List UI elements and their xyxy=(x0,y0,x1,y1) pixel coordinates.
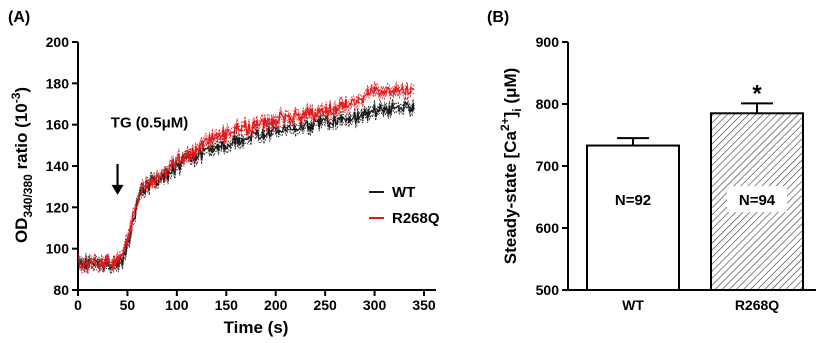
x-tick-label: 150 xyxy=(215,297,239,313)
y-tick-label: 80 xyxy=(53,282,69,298)
x-tick-label: 350 xyxy=(412,297,436,313)
y-tick-label: 120 xyxy=(46,199,70,215)
tg-label: TG (0.5μM) xyxy=(111,115,189,132)
bar-label-backing xyxy=(727,186,787,213)
x-tick-label: 250 xyxy=(313,297,337,313)
x-tick-label: 0 xyxy=(74,297,82,313)
x-tick-label: 200 xyxy=(264,297,288,313)
series-wt xyxy=(77,96,415,276)
bar-wt: N=92 WT xyxy=(586,137,680,313)
y-tick-label: 800 xyxy=(536,96,560,112)
y-tick-label: 180 xyxy=(46,75,70,91)
bar-n-label: N=94 xyxy=(739,192,776,209)
category-label: WT xyxy=(622,297,644,313)
panel-a-label: (A) xyxy=(8,9,30,26)
panel-a-legend: WT R268Q xyxy=(369,184,440,227)
mean-line xyxy=(77,100,415,272)
panel-a-series xyxy=(77,80,415,276)
legend-label: WT xyxy=(392,184,415,201)
y-tick-label: 500 xyxy=(536,282,560,298)
y-tick-label: 200 xyxy=(46,34,70,50)
category-label: R268Q xyxy=(735,297,779,313)
tg-arrow-head xyxy=(111,184,124,195)
x-tick-label: 100 xyxy=(165,297,189,313)
significance-star: * xyxy=(752,80,762,107)
panel-b-label: (B) xyxy=(487,9,509,26)
mean-line xyxy=(77,84,415,271)
sem-upper-line xyxy=(77,80,415,266)
x-tick-label: 300 xyxy=(363,297,387,313)
y-tick-label: 100 xyxy=(46,241,70,257)
panel-b-y-axis-label: Steady-state [Ca2+]i (μM) xyxy=(498,68,524,265)
panel-b-bars: N=92 WT N=94 R268Q * xyxy=(586,80,804,313)
y-tick-label: 700 xyxy=(536,158,560,174)
x-tick-label: 50 xyxy=(120,297,136,313)
panel-a-x-axis-label: Time (s) xyxy=(224,318,289,337)
bar-rect xyxy=(586,144,680,291)
y-tick-label: 900 xyxy=(536,34,560,50)
y-tick-label: 600 xyxy=(536,220,560,236)
panel-a-x-ticks: 0 50 100 150 200 250 300 350 xyxy=(74,290,436,313)
tg-annotation: TG (0.5μM) xyxy=(111,115,189,195)
panel-a: (A) OD340/380 ratio (10-3) Time (s) 80 10… xyxy=(8,9,440,337)
legend-label: R268Q xyxy=(392,210,440,227)
y-tick-label: 160 xyxy=(46,117,70,133)
series-r268q xyxy=(77,80,415,275)
y-tick-label: 140 xyxy=(46,158,70,174)
panel-b: (B) Steady-state [Ca2+]i (μM) 500 600 700 8… xyxy=(487,9,816,313)
panel-a-y-axis-label: OD340/380 ratio (10-3) xyxy=(9,87,35,243)
bar-n-label: N=92 xyxy=(615,192,651,209)
bar-r268q: N=94 R268Q * xyxy=(710,80,804,313)
panel-a-y-ticks: 80 100 120 140 160 180 200 xyxy=(46,34,78,298)
panel-b-y-ticks: 500 600 700 800 900 xyxy=(536,34,568,298)
